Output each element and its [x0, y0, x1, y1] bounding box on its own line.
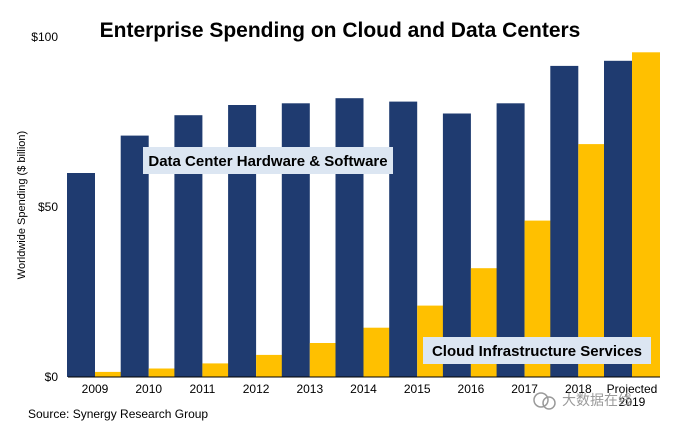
x-tick-label: 2012 [243, 382, 270, 396]
x-tick-label: Projected 2019 [607, 382, 658, 409]
bar-datacenter [67, 173, 95, 377]
x-tick-label: 2016 [458, 382, 485, 396]
y-tick-label: $0 [45, 370, 59, 384]
series-label-text: Cloud Infrastructure Services [432, 343, 642, 360]
series-label-box [143, 147, 393, 174]
bar-datacenter [389, 101, 418, 377]
y-ticks: $0 $50 $100 [31, 30, 58, 384]
bar-datacenter [550, 65, 579, 378]
x-tick-label: 2013 [296, 382, 323, 396]
bar-datacenter [335, 98, 364, 377]
bars [67, 52, 660, 378]
bar-cloud [309, 343, 338, 377]
bar-cloud [632, 52, 660, 378]
series-label-datacenter: Data Center Hardware & Software [143, 147, 393, 174]
x-tick-label-line: Projected [607, 382, 658, 396]
bar-cloud [148, 368, 177, 377]
source-note: Source: Synergy Research Group [28, 407, 208, 421]
x-tick-label-line: 2019 [619, 395, 646, 409]
y-tick-label: $100 [31, 30, 58, 44]
bar-datacenter [604, 60, 632, 378]
x-tick-label: 2014 [350, 382, 377, 396]
series-label-cloud: Cloud Infrastructure Services [423, 337, 651, 364]
watermark-text: 大数据在线 [562, 392, 632, 408]
watermark-icon [533, 392, 549, 408]
bar-datacenter [281, 103, 310, 378]
series-label-box [423, 337, 651, 364]
x-tick-label: 2018 [565, 382, 592, 396]
x-tick-label: 2015 [404, 382, 431, 396]
x-tick-label: 2010 [135, 382, 162, 396]
bar-cloud [95, 371, 123, 377]
series-labels: Data Center Hardware & Software Cloud Inf… [143, 147, 651, 364]
chart-title: Enterprise Spending on Cloud and Data Ce… [100, 19, 581, 42]
x-tick-label: 2011 [189, 382, 215, 396]
bar-datacenter [496, 103, 525, 378]
bar-cloud [363, 327, 392, 377]
x-tick-label: 2009 [82, 382, 109, 396]
y-tick-label: $50 [38, 200, 58, 214]
bar-datacenter [120, 135, 149, 377]
x-ticks: 2009 2010 2011 2012 2013 2014 2015 2016 2017 2018… [82, 382, 658, 409]
y-axis-label: Worldwide Spending ($ billion) [16, 131, 28, 279]
series-label-text: Data Center Hardware & Software [148, 153, 387, 170]
bar-datacenter [228, 105, 257, 377]
watermark-icon-2 [542, 396, 556, 410]
x-tick-label: 2017 [511, 382, 538, 396]
bar-datacenter [442, 113, 471, 377]
watermark: 大数据在线 [533, 392, 632, 410]
bar-cloud [202, 363, 231, 377]
bar-cloud [256, 354, 285, 377]
